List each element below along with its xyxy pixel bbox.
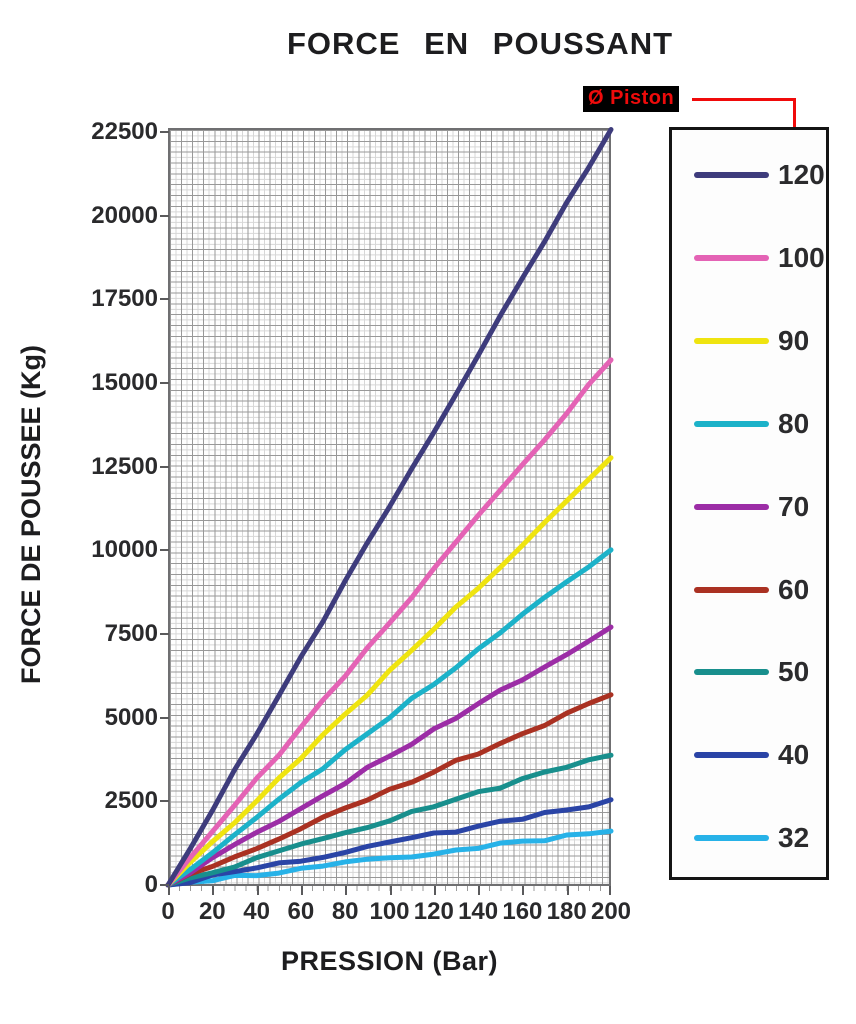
y-tick-mark: [160, 465, 169, 468]
x-tick-mark: [168, 886, 170, 895]
x-tick-mark: [609, 886, 611, 895]
x-tick-label: 160: [502, 898, 543, 925]
x-tick-label: 0: [161, 898, 175, 925]
y-tick-label: 22500: [91, 118, 158, 145]
legend-item-label: 80: [778, 407, 810, 439]
x-tick-label: 180: [546, 898, 587, 925]
legend-item-label: 120: [778, 159, 825, 190]
x-tick-label: 100: [369, 898, 410, 925]
piston-diameter-label: Ø Piston: [583, 86, 680, 112]
x-tick-label: 40: [243, 898, 270, 925]
series-line-70: [165, 624, 614, 888]
y-tick-label: 15000: [91, 369, 158, 396]
x-tick-mark: [433, 886, 436, 895]
legend-item-label: 100: [778, 241, 825, 273]
piston-connector-line-horizontal: [692, 98, 796, 101]
series-line-120: [165, 127, 614, 888]
series-lines: [165, 127, 614, 888]
y-tick-mark: [160, 549, 169, 552]
y-tick-label: 7500: [104, 620, 158, 647]
legend-line-swatch: [694, 420, 769, 427]
x-tick-mark: [256, 886, 259, 895]
series-line-100: [165, 357, 614, 888]
x-tick-label: 20: [198, 898, 226, 925]
y-tick-label: 2500: [104, 787, 158, 815]
y-tick-mark: [160, 214, 169, 217]
legend: 120 100 90 80 70 60 50 40 32: [669, 127, 829, 880]
y-tick-label: 17500: [91, 285, 158, 313]
y-tick-label: 20000: [91, 201, 158, 229]
piston-connector-line-vertical: [793, 98, 796, 154]
x-tick-mark: [389, 886, 392, 895]
y-tick-mark: [160, 633, 169, 635]
legend-line-swatch: [694, 669, 769, 676]
y-tick-label: 12500: [91, 452, 158, 480]
legend-line-swatch: [694, 254, 769, 261]
legend-item-label: 32: [778, 822, 810, 854]
series-line-60: [165, 692, 614, 888]
legend-item: 60: [672, 573, 810, 605]
y-tick-mark: [160, 716, 169, 719]
y-tick-mark: [160, 131, 169, 133]
x-tick-mark: [300, 886, 303, 895]
legend-line-swatch: [694, 835, 769, 842]
y-axis-title: FORCE DE POUSSEE (Kg): [16, 344, 46, 684]
legend-item: 90: [672, 324, 810, 356]
x-tick-label: 60: [287, 898, 315, 925]
x-tick-label: 200: [590, 898, 632, 925]
y-tick-mark: [160, 800, 169, 803]
series-line-50: [165, 752, 614, 888]
series-line-40: [165, 797, 614, 888]
x-tick-mark: [566, 886, 569, 895]
y-tick-label: 5000: [104, 703, 158, 731]
x-tick-mark: [212, 886, 215, 895]
y-tick-label: 10000: [91, 536, 158, 564]
x-tick-label: 140: [458, 898, 499, 925]
x-tick-label: 120: [413, 898, 454, 925]
legend-line-swatch: [694, 752, 769, 759]
x-tick-mark: [522, 886, 525, 895]
legend-item-label: 70: [778, 490, 810, 522]
y-tick-mark: [160, 298, 169, 301]
legend-item: 32: [672, 823, 809, 853]
legend-item: 70: [672, 490, 810, 522]
x-tick-label: 80: [331, 898, 359, 925]
legend-item: 80: [672, 407, 810, 439]
y-tick-mark: [160, 382, 169, 384]
legend-line-swatch: [694, 586, 769, 593]
legend-line-swatch: [694, 337, 769, 344]
legend-line-swatch: [694, 503, 769, 510]
legend-item-label: 40: [778, 739, 810, 771]
legend-item: 120: [672, 160, 825, 190]
y-tick-label: 0: [144, 871, 158, 898]
y-tick-mark: [160, 884, 169, 886]
x-tick-mark: [478, 886, 481, 895]
legend-item: 100: [672, 241, 825, 273]
series-line-80: [165, 547, 614, 888]
legend-line-swatch: [694, 172, 769, 178]
legend-item: 50: [672, 657, 809, 687]
legend-item: 40: [672, 740, 809, 770]
legend-item-label: 60: [778, 573, 810, 605]
x-axis-title: PRESSION (Bar): [280, 946, 499, 976]
series-line-32: [165, 828, 614, 888]
chart-title: FORCE EN POUSSANT: [286, 26, 674, 61]
series-line-90: [165, 455, 614, 888]
x-tick-mark: [345, 886, 348, 895]
legend-item-label: 90: [778, 324, 810, 356]
legend-item-label: 50: [778, 656, 810, 688]
